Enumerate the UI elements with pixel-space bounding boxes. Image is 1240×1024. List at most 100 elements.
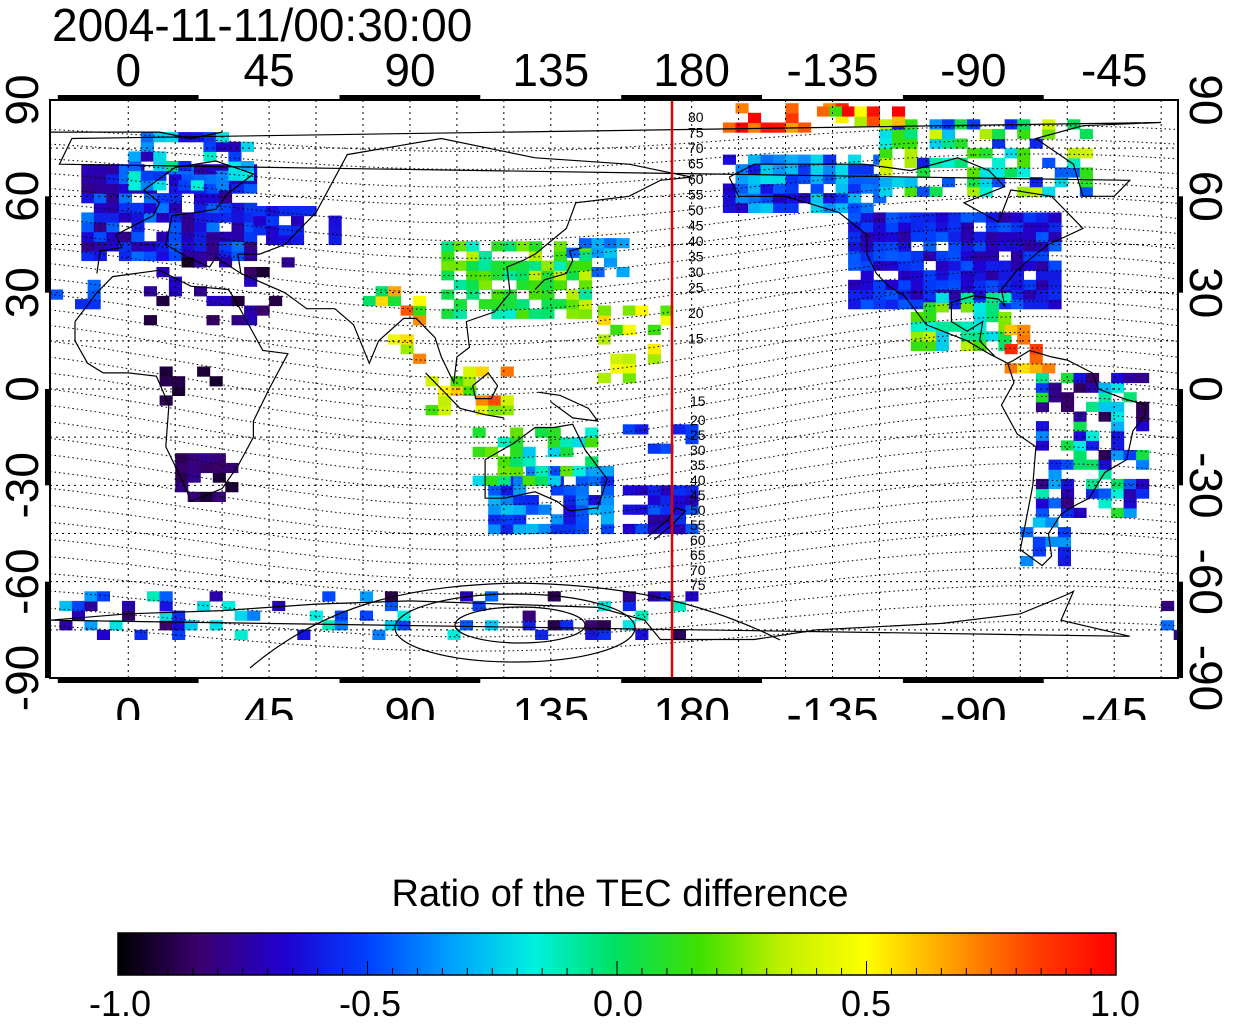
tec-cell [935, 321, 949, 332]
tec-cell [1086, 430, 1100, 441]
tec-cell [175, 472, 189, 483]
tec-cell [860, 279, 874, 290]
tec-cell [206, 193, 220, 204]
tec-cell [635, 610, 649, 621]
tec-cell [463, 385, 477, 396]
tec-cell [816, 106, 830, 117]
tec-cell [985, 241, 999, 252]
tec-cell [253, 215, 267, 226]
tec-cell [81, 250, 95, 262]
tec-cell [159, 376, 173, 387]
tec-cell [453, 279, 467, 290]
contour-line [50, 240, 1178, 294]
tec-cell [244, 212, 258, 223]
tec-cell [510, 427, 524, 438]
tec-cell [200, 491, 214, 502]
tec-cell [244, 315, 258, 326]
tec-cell [231, 231, 245, 242]
tec-cell [472, 427, 486, 438]
tec-cell [143, 286, 157, 297]
tec-cell [798, 193, 812, 204]
tec-cell [159, 591, 173, 602]
tec-cell [118, 164, 132, 175]
tec-cell [660, 315, 674, 326]
tec-cell [538, 504, 552, 515]
tec-cell [153, 170, 167, 181]
tec-cell [1111, 507, 1125, 518]
tec-cell [1010, 250, 1024, 262]
lon-label: 45 [244, 44, 295, 96]
tec-cell [979, 148, 993, 159]
tec-cell [575, 514, 589, 525]
tec-cell [935, 292, 949, 303]
tec-cell [128, 180, 142, 191]
tec-cell [579, 270, 593, 281]
tec-cell [892, 177, 906, 188]
tec-cell [153, 180, 167, 191]
tec-cell [1042, 363, 1056, 374]
tec-cell [722, 202, 736, 213]
tec-cell [848, 250, 862, 262]
tec-cell [1067, 119, 1081, 130]
tec-cell [1086, 382, 1100, 393]
tec-cell [488, 523, 502, 535]
tec-cell [848, 202, 862, 213]
tec-cell [798, 164, 812, 175]
tec-cell [425, 376, 439, 387]
lon-label: 0 [115, 688, 141, 720]
tec-cell [553, 279, 567, 290]
tec-cell [240, 161, 254, 172]
tec-cell [973, 231, 987, 242]
tec-cell [860, 289, 874, 300]
contour-line [50, 182, 1178, 224]
colorbar-tick-label: 1.0 [1089, 983, 1141, 1024]
tec-cell [1035, 478, 1049, 490]
tec-cell [973, 250, 987, 262]
contour-line [50, 379, 1178, 444]
tec-cell [1035, 401, 1049, 412]
tec-cell [228, 141, 242, 152]
tec-cell [992, 138, 1006, 149]
longitude-labels-bottom: 0 45 90 135 180 -135 -90 -45 [115, 688, 1147, 720]
tec-cell [622, 372, 636, 384]
tec-cell [181, 241, 195, 252]
tec-cell [960, 331, 974, 342]
tec-cell [84, 591, 98, 602]
tec-cell [550, 485, 564, 496]
tec-cell [134, 629, 148, 640]
tec-cell [879, 128, 893, 140]
tec-cell [575, 475, 589, 486]
frame-bar-right [1177, 196, 1183, 678]
tec-cell [488, 485, 502, 496]
tec-cell [616, 267, 630, 278]
tec-cell [194, 250, 208, 262]
tec-cell [528, 250, 542, 262]
tec-cell [588, 466, 602, 477]
tec-cell [1010, 241, 1024, 252]
tec-cell [1017, 148, 1031, 159]
tec-cell [128, 161, 142, 172]
tec-cell [1029, 138, 1043, 149]
tec-cell [375, 295, 389, 307]
lon-label: -90 [940, 688, 1006, 720]
tec-cell [835, 183, 849, 194]
contour-line [50, 363, 1178, 428]
tec-cell [960, 222, 974, 233]
tec-cell [256, 305, 270, 316]
tec-cell [503, 289, 517, 300]
tec-cell [206, 241, 220, 252]
tec-cell [585, 437, 599, 448]
tec-cell [760, 202, 774, 213]
tec-cell [660, 591, 674, 602]
tec-cell [785, 154, 799, 165]
tec-cell [898, 279, 912, 290]
tec-cell [647, 523, 661, 535]
tec-cell [291, 234, 305, 246]
timestamp-title: 2004-11-11/00:30:00 [52, 0, 473, 51]
tec-cell [841, 106, 855, 117]
tec-cell [194, 231, 208, 242]
tec-cell [334, 620, 348, 631]
tec-cell [1111, 401, 1125, 412]
tec-cell [660, 495, 674, 506]
asia-north-coast [237, 137, 692, 274]
